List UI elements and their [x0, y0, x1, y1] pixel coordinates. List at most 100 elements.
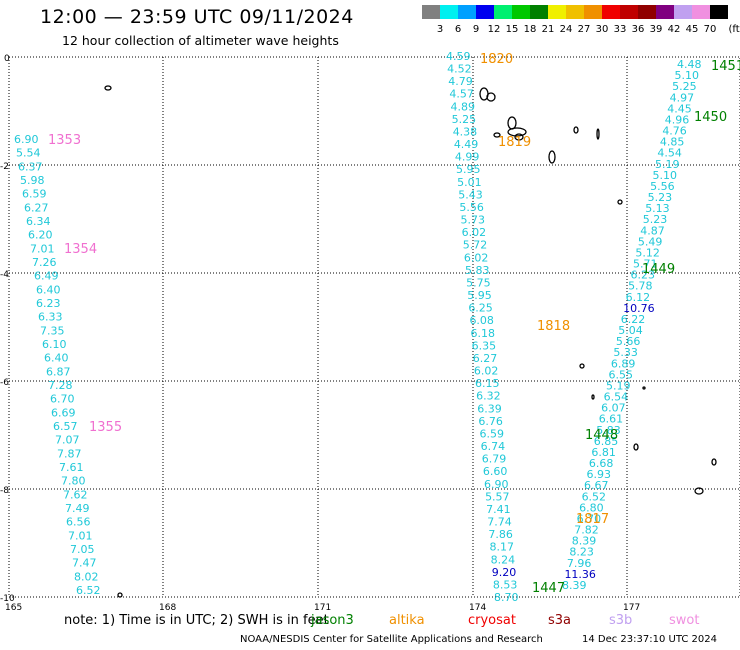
lon-tick: 177 [623, 603, 640, 613]
swh-value: 5.71 [633, 258, 658, 271]
swh-value: 11.36 [564, 568, 596, 581]
swh-value: 6.32 [476, 390, 501, 403]
swh-value: 5.25 [452, 113, 477, 126]
satellite-key-item: s3b [609, 613, 633, 628]
lat-tick: -8 [0, 486, 9, 496]
legend-label: 27 [577, 24, 591, 35]
swh-value: 6.25 [468, 302, 493, 315]
swh-value: 7.01 [68, 529, 93, 542]
pass-label: 1448 [585, 428, 618, 443]
timestamp: 14 Dec 23:37:10 UTC 2024 [582, 634, 717, 645]
swh-value: 6.10 [42, 338, 67, 351]
swh-value: 5.33 [613, 346, 638, 359]
swh-value: 6.27 [473, 352, 498, 365]
legend-swatch [692, 5, 710, 19]
swh-value: 6.90 [484, 478, 509, 491]
pass-label: 1447 [532, 581, 565, 596]
page-title: 12:00 — 23:59 UTC 09/11/2024 [40, 6, 354, 28]
island-shape [711, 458, 717, 466]
swh-value: 6.07 [601, 402, 626, 415]
swh-value: 6.22 [621, 313, 646, 326]
swh-value: 6.39 [477, 402, 502, 415]
island-shape [507, 127, 527, 137]
swh-value: 4.87 [640, 224, 665, 237]
swh-value: 5.72 [463, 239, 488, 252]
swh-value: 7.26 [32, 256, 57, 269]
swh-value: 4.89 [450, 100, 475, 113]
legend-swatch [674, 5, 692, 19]
swh-value: 6.15 [475, 377, 500, 390]
swh-value: 7.49 [65, 502, 90, 515]
lat-tick: -2 [0, 162, 9, 172]
swh-value: 6.52 [76, 584, 101, 597]
swh-value: 8.02 [74, 570, 99, 583]
legend-label: 33 [613, 24, 627, 35]
island-shape [548, 150, 556, 164]
swh-value: 6.02 [462, 226, 487, 239]
swh-value: 6.56 [66, 516, 91, 529]
swh-value: 6.59 [22, 188, 47, 201]
swh-value: 5.49 [638, 235, 663, 248]
island-shape [642, 386, 646, 390]
legend-label: 24 [559, 24, 573, 35]
swh-value: 5.83 [465, 264, 490, 277]
swh-value: 4.99 [455, 151, 480, 164]
swh-value: 6.08 [469, 314, 494, 327]
swh-value: 6.55 [608, 368, 633, 381]
swh-value: 6.85 [594, 435, 619, 448]
island-shape [591, 394, 595, 400]
swh-value: 7.07 [55, 434, 80, 447]
legend-unit: (ft) [728, 24, 740, 35]
legend-label: 42 [667, 24, 681, 35]
swh-value: 5.12 [635, 246, 660, 259]
legend-label: 70 [703, 24, 717, 35]
swh-value: 6.93 [586, 468, 611, 481]
swh-value: 6.76 [478, 415, 503, 428]
legend-label: 9 [472, 24, 480, 35]
legend-swatch [530, 5, 548, 19]
swh-value: 7.47 [72, 557, 97, 570]
swh-value: 5.56 [650, 180, 675, 193]
legend-label: 30 [595, 24, 609, 35]
legend-label: 39 [649, 24, 663, 35]
swh-value: 6.80 [579, 501, 604, 514]
legend-swatch [458, 5, 476, 19]
swh-value: 5.10 [675, 69, 700, 82]
swh-value: 8.70 [494, 591, 519, 604]
swh-value: 6.40 [36, 283, 61, 296]
swh-value: 5.98 [20, 174, 45, 187]
swh-value: 4.48 [677, 58, 702, 71]
lon-tick: 165 [5, 603, 22, 613]
pass-label: 1355 [89, 420, 122, 435]
swh-value: 4.54 [657, 147, 682, 160]
swh-value: 6.40 [44, 352, 69, 365]
island-shape [617, 199, 623, 205]
swh-value: 4.49 [454, 138, 479, 151]
swh-value: 6.67 [584, 479, 609, 492]
swh-value: 6.70 [50, 393, 75, 406]
swh-value: 6.61 [599, 413, 624, 426]
satellite-key-item: cryosat [468, 613, 516, 628]
swh-value: 7.41 [486, 503, 511, 516]
island-shape [633, 443, 639, 451]
swh-value: 5.95 [456, 163, 481, 176]
swh-value: 7.05 [70, 543, 95, 556]
swh-value: 5.25 [672, 80, 697, 93]
swh-value: 7.86 [488, 528, 512, 541]
swh-value: 5.19 [606, 379, 631, 392]
legend-label: 45 [685, 24, 699, 35]
pass-label: 1353 [48, 133, 81, 148]
legend-label: 3 [436, 24, 444, 35]
swh-value: 7.87 [57, 447, 82, 460]
satellite-key-item: altika [389, 613, 425, 628]
island-shape [573, 126, 579, 134]
swh-value: 7.62 [63, 488, 88, 501]
island-shape [579, 363, 585, 369]
swh-value: 6.20 [28, 229, 53, 242]
swh-value: 5.57 [485, 490, 510, 503]
legend-swatch [710, 5, 728, 19]
swh-value: 8.53 [493, 578, 518, 591]
swh-value: 5.66 [616, 335, 641, 348]
legend-label: 12 [487, 24, 501, 35]
